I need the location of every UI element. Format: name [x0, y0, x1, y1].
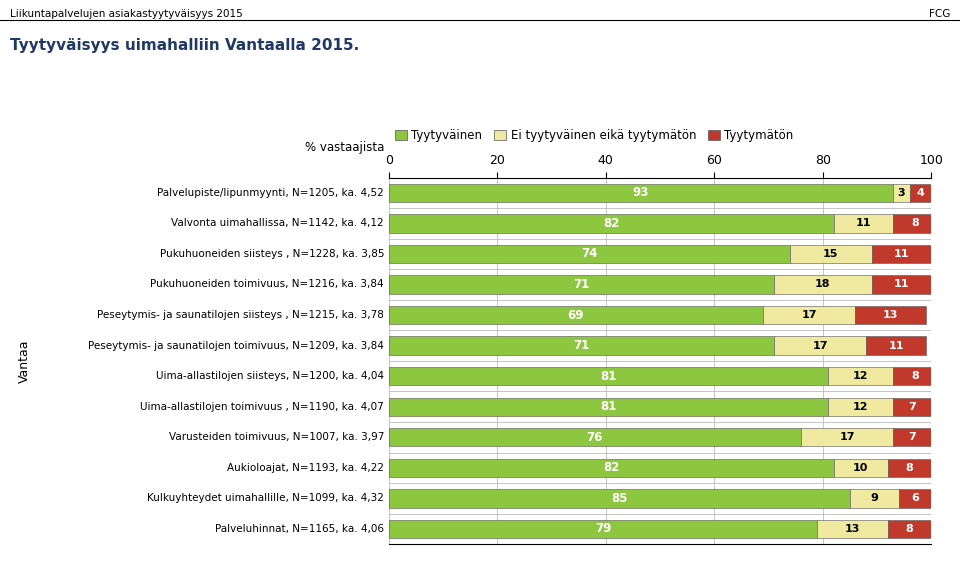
Text: 93: 93 — [633, 186, 649, 199]
Bar — [909, 184, 931, 202]
Text: 85: 85 — [612, 492, 628, 505]
Text: 15: 15 — [823, 249, 838, 259]
Bar — [899, 489, 931, 508]
Text: 12: 12 — [852, 402, 869, 411]
Text: 71: 71 — [573, 339, 589, 352]
Text: Palveluhinnat, N=1165, ka. 4,06: Palveluhinnat, N=1165, ka. 4,06 — [215, 524, 384, 534]
Text: Tyytyväisyys uimahalliin Vantaalla 2015.: Tyytyväisyys uimahalliin Vantaalla 2015. — [10, 38, 359, 53]
Bar — [833, 459, 888, 477]
Text: 82: 82 — [603, 462, 619, 474]
Text: 6: 6 — [911, 494, 919, 503]
Text: Aukioloajat, N=1193, ka. 4,22: Aukioloajat, N=1193, ka. 4,22 — [227, 463, 384, 473]
Text: 82: 82 — [603, 217, 619, 230]
Text: 10: 10 — [853, 463, 869, 473]
Bar — [893, 367, 937, 385]
Text: 8: 8 — [905, 463, 913, 473]
Bar — [774, 275, 872, 293]
Text: 11: 11 — [888, 340, 903, 350]
Bar — [389, 428, 801, 446]
Bar — [389, 184, 893, 202]
Bar — [389, 367, 828, 385]
Bar — [389, 275, 774, 293]
Bar — [872, 275, 931, 293]
Bar — [389, 459, 833, 477]
Text: 8: 8 — [911, 371, 919, 381]
Bar — [888, 459, 931, 477]
Bar — [817, 520, 888, 538]
Text: 11: 11 — [894, 249, 909, 259]
Text: Palvelupiste/lipunmyynti, N=1205, ka. 4,52: Palvelupiste/lipunmyynti, N=1205, ka. 4,… — [157, 188, 384, 198]
Text: FCG: FCG — [929, 9, 950, 19]
Text: 81: 81 — [600, 400, 616, 413]
Text: Liikuntapalvelujen asiakastyytyväisyys 2015: Liikuntapalvelujen asiakastyytyväisyys 2… — [10, 9, 242, 19]
Bar — [389, 489, 850, 508]
Bar — [389, 306, 763, 324]
Bar — [389, 520, 817, 538]
Legend: Tyytyväinen, Ei tyytyväinen eikä tyytymätön, Tyytymätön: Tyytyväinen, Ei tyytyväinen eikä tyytymä… — [395, 129, 794, 142]
Text: 79: 79 — [595, 523, 612, 535]
Text: 11: 11 — [894, 279, 909, 289]
Bar — [893, 428, 931, 446]
Text: 69: 69 — [567, 308, 585, 321]
Text: Valvonta uimahallissa, N=1142, ka. 4,12: Valvonta uimahallissa, N=1142, ka. 4,12 — [172, 218, 384, 228]
Bar — [389, 398, 828, 416]
Text: Peseytymis- ja saunatilojen siisteys , N=1215, ka. 3,78: Peseytymis- ja saunatilojen siisteys , N… — [97, 310, 384, 320]
Text: 76: 76 — [587, 431, 603, 443]
Bar — [833, 214, 893, 233]
Text: 8: 8 — [911, 218, 919, 228]
Bar — [893, 214, 937, 233]
Bar — [828, 398, 893, 416]
Bar — [850, 489, 899, 508]
Bar — [763, 306, 855, 324]
Text: Pukuhuoneiden siisteys , N=1228, ka. 3,85: Pukuhuoneiden siisteys , N=1228, ka. 3,8… — [159, 249, 384, 259]
Bar — [801, 428, 893, 446]
Text: 12: 12 — [852, 371, 869, 381]
Bar — [790, 245, 872, 263]
Text: Pukuhuoneiden toimivuus, N=1216, ka. 3,84: Pukuhuoneiden toimivuus, N=1216, ka. 3,8… — [151, 279, 384, 289]
Text: 74: 74 — [582, 247, 598, 260]
Bar — [828, 367, 893, 385]
Bar — [389, 245, 790, 263]
Text: 18: 18 — [815, 279, 830, 289]
Text: % vastaajista: % vastaajista — [304, 141, 384, 154]
Text: 7: 7 — [908, 402, 916, 411]
Text: 13: 13 — [883, 310, 899, 320]
Bar — [893, 398, 931, 416]
Text: 8: 8 — [905, 524, 913, 534]
Text: Peseytymis- ja saunatilojen toimivuus, N=1209, ka. 3,84: Peseytymis- ja saunatilojen toimivuus, N… — [88, 340, 384, 350]
Bar — [888, 520, 931, 538]
Text: 4: 4 — [917, 188, 924, 198]
Bar — [774, 336, 866, 354]
Text: 7: 7 — [908, 432, 916, 442]
Text: 9: 9 — [871, 494, 878, 503]
Bar — [872, 245, 931, 263]
Bar — [389, 214, 833, 233]
Text: Varusteiden toimivuus, N=1007, ka. 3,97: Varusteiden toimivuus, N=1007, ka. 3,97 — [169, 432, 384, 442]
Text: 17: 17 — [802, 310, 817, 320]
Bar — [893, 184, 909, 202]
Text: 17: 17 — [812, 340, 828, 350]
Bar — [866, 336, 925, 354]
Bar — [855, 306, 925, 324]
Text: Kulkuyhteydet uimahallille, N=1099, ka. 4,32: Kulkuyhteydet uimahallille, N=1099, ka. … — [147, 494, 384, 503]
Text: 71: 71 — [573, 278, 589, 291]
Bar — [389, 336, 774, 354]
Text: Uima-allastilojen siisteys, N=1200, ka. 4,04: Uima-allastilojen siisteys, N=1200, ka. … — [156, 371, 384, 381]
Text: Uima-allastilojen toimivuus , N=1190, ka. 4,07: Uima-allastilojen toimivuus , N=1190, ka… — [140, 402, 384, 411]
Text: Vantaa: Vantaa — [17, 339, 31, 382]
Text: 13: 13 — [845, 524, 860, 534]
Text: 81: 81 — [600, 370, 616, 382]
Text: 3: 3 — [898, 188, 905, 198]
Text: 17: 17 — [839, 432, 854, 442]
Text: 11: 11 — [855, 218, 871, 228]
